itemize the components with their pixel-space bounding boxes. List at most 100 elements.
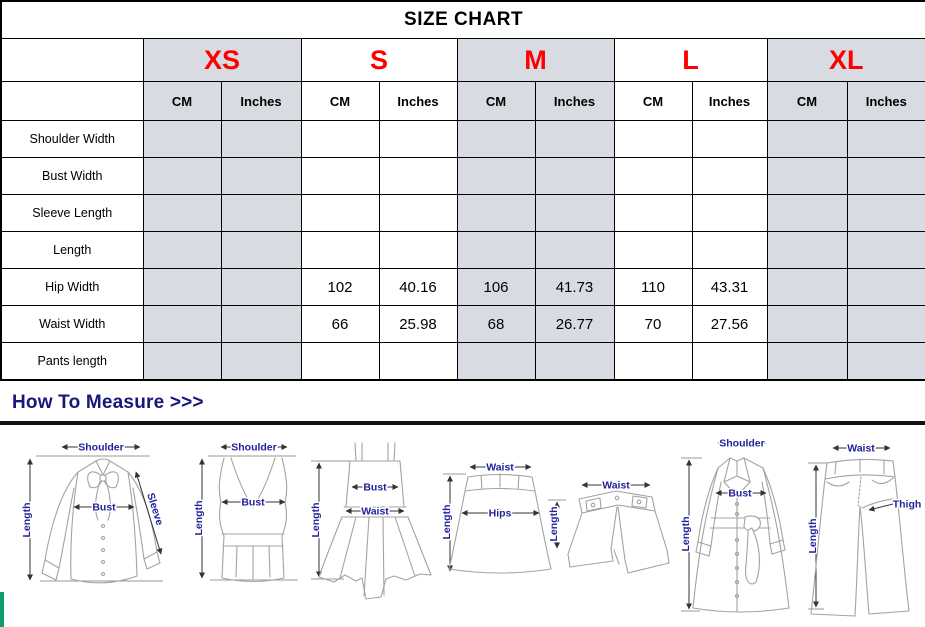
value-cell <box>378 342 458 381</box>
skirt-hips-label: Hips <box>489 508 512 520</box>
corner-cell <box>0 38 144 82</box>
blouse-bust-label: Bust <box>92 502 116 514</box>
pants-length-label: Length <box>807 519 819 554</box>
unit-header-inches: Inches <box>846 81 925 121</box>
value-cell <box>766 305 848 343</box>
value-cell: 43.31 <box>691 268 768 306</box>
value-cell <box>456 342 536 381</box>
value-cell <box>534 231 615 269</box>
value-cell <box>534 120 615 158</box>
value-cell <box>456 231 536 269</box>
value-cell <box>534 342 615 381</box>
size-col-header-l: L <box>613 38 768 82</box>
value-cell: 106 <box>456 268 536 306</box>
shorts-diagram: Waist Length <box>547 478 670 574</box>
dress-length-label: Length <box>310 503 322 538</box>
value-cell <box>613 194 693 232</box>
value-cell: 70 <box>613 305 693 343</box>
value-cell <box>766 194 848 232</box>
value-cell <box>691 231 768 269</box>
value-cell <box>691 342 768 381</box>
value-cell <box>691 157 768 195</box>
unit-header-inches: Inches <box>378 81 458 121</box>
table-row: Pants length <box>0 342 925 381</box>
value-cell <box>300 120 380 158</box>
size-col-header-s: S <box>300 38 458 82</box>
value-cell <box>846 268 925 306</box>
value-cell <box>220 120 302 158</box>
value-cell: 41.73 <box>534 268 615 306</box>
table-row: Sleeve Length <box>0 194 925 232</box>
value-cell: 27.56 <box>691 305 768 343</box>
value-cell <box>300 342 380 381</box>
table-row: Shoulder Width <box>0 120 925 158</box>
value-cell: 68 <box>456 305 536 343</box>
skirt-length-label: Length <box>441 505 453 540</box>
value-cell <box>220 268 302 306</box>
table-row: XS S M L XL <box>0 38 925 82</box>
size-col-header-xs: XS <box>142 38 302 82</box>
unit-header-cm: CM <box>613 81 693 121</box>
size-col-header-m: M <box>456 38 615 82</box>
pants-waist-label: Waist <box>847 443 875 455</box>
size-col-header-xl: XL <box>766 38 925 82</box>
unit-header-cm: CM <box>142 81 222 121</box>
value-cell <box>142 305 222 343</box>
value-cell: 110 <box>613 268 693 306</box>
table-row: CM Inches CM Inches CM Inches CM Inches … <box>0 81 925 121</box>
page-title: SIZE CHART <box>0 0 925 39</box>
size-chart-table: SIZE CHART XS S M L XL CM Inches CM Inch… <box>0 0 925 381</box>
measurement-label: Pants length <box>0 342 144 381</box>
value-cell <box>766 157 848 195</box>
coat-length-label: Length <box>680 517 692 552</box>
measurement-label: Shoulder Width <box>0 120 144 158</box>
value-cell <box>142 342 222 381</box>
value-cell <box>613 157 693 195</box>
unit-header-inches: Inches <box>220 81 302 121</box>
table-row: Waist Width 66 25.98 68 26.77 70 27.56 <box>0 305 925 343</box>
value-cell <box>766 120 848 158</box>
value-cell <box>766 342 848 381</box>
measurement-label: Sleeve Length <box>0 194 144 232</box>
value-cell <box>846 157 925 195</box>
shorts-waist-label: Waist <box>602 480 630 492</box>
measurement-label: Waist Width <box>0 305 144 343</box>
tank-top-diagram: Shoulder Length Bust <box>192 440 298 583</box>
value-cell <box>378 194 458 232</box>
value-cell <box>142 194 222 232</box>
table-row: SIZE CHART <box>0 0 925 39</box>
value-cell <box>534 194 615 232</box>
value-cell: 25.98 <box>378 305 458 343</box>
dress-bust-label: Bust <box>363 482 387 494</box>
measure-diagrams: Shoulder Length Bust Sleeve Shoulder Len… <box>20 436 923 617</box>
value-cell <box>220 194 302 232</box>
measurement-label: Length <box>0 231 144 269</box>
value-cell: 26.77 <box>534 305 615 343</box>
value-cell <box>220 157 302 195</box>
value-cell: 102 <box>300 268 380 306</box>
blouse-shoulder-label: Shoulder <box>78 442 124 454</box>
blouse-length-label: Length <box>21 503 33 538</box>
measurement-label: Bust Width <box>0 157 144 195</box>
table-row: Bust Width <box>0 157 925 195</box>
dress-waist-label: Waist <box>361 506 389 518</box>
value-cell <box>456 194 536 232</box>
value-cell <box>300 157 380 195</box>
dress-diagram: Length Bust Waist <box>309 442 432 600</box>
table-row: Length <box>0 231 925 269</box>
value-cell <box>456 120 536 158</box>
value-cell <box>456 157 536 195</box>
section-divider <box>0 421 925 425</box>
value-cell <box>300 194 380 232</box>
tank-bust-label: Bust <box>241 497 265 509</box>
value-cell <box>846 231 925 269</box>
corner-cell <box>0 81 144 121</box>
value-cell <box>142 268 222 306</box>
measurement-label: Hip Width <box>0 268 144 306</box>
table-row: Hip Width 102 40.16 106 41.73 110 43.31 <box>0 268 925 306</box>
value-cell <box>142 120 222 158</box>
value-cell <box>142 231 222 269</box>
value-cell <box>766 231 848 269</box>
unit-header-inches: Inches <box>691 81 768 121</box>
